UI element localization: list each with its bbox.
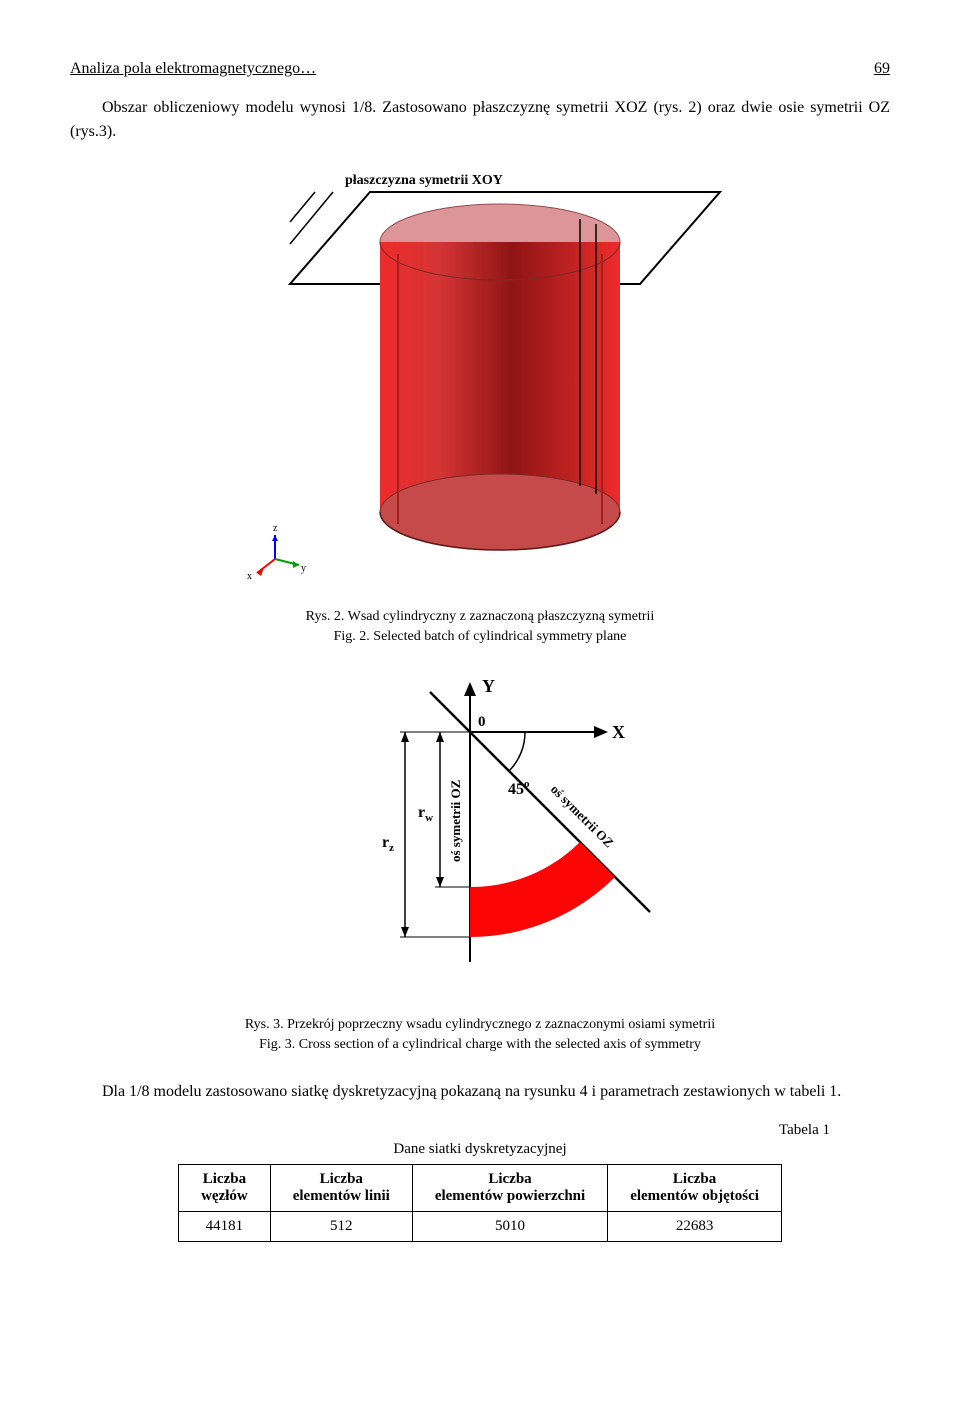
svg-text:z: z [273, 523, 278, 534]
col-3: Liczbaelementów objętości [608, 1165, 782, 1212]
paragraph-mesh: Dla 1/8 modelu zastosowano siatkę dyskre… [70, 1080, 890, 1104]
cell-0-1: 512 [270, 1212, 412, 1242]
col-1: Liczbaelementów linii [270, 1165, 412, 1212]
fig2-caption-pl: Rys. 2. Wsad cylindryczny z zaznaczoną p… [306, 609, 655, 624]
svg-text:oś symetrii OZ: oś symetrii OZ [448, 780, 463, 863]
fig2-caption-en: Fig. 2. Selected batch of cylindrical sy… [334, 629, 627, 644]
running-title: Analiza pola elektromagnetycznego… [70, 60, 316, 78]
figure-2: płaszczyzna symetrii XOY [70, 164, 890, 599]
svg-text:45o: 45o [508, 778, 530, 798]
cell-0-0: 44181 [179, 1212, 271, 1242]
figure-3-svg: Y X 0 45o rw rz oś symetrii OZ oś symetr… [300, 672, 660, 1002]
figure-3: Y X 0 45o rw rz oś symetrii OZ oś symetr… [70, 672, 890, 1007]
cross-section-arc [470, 842, 615, 937]
figure-3-caption: Rys. 3. Przekrój poprzeczny wsadu cylind… [70, 1015, 890, 1054]
col-0: Liczbawęzłów [179, 1165, 271, 1212]
svg-text:rz: rz [382, 834, 394, 854]
paragraph-intro: Obszar obliczeniowy modelu wynosi 1/8. Z… [70, 96, 890, 144]
cell-0-3: 22683 [608, 1212, 782, 1242]
axes-triad: z y x [247, 523, 306, 582]
figure-2-caption: Rys. 2. Wsad cylindryczny z zaznaczoną p… [70, 607, 890, 646]
cylinder-body [380, 242, 620, 512]
page-number: 69 [874, 60, 890, 78]
svg-text:rw: rw [418, 804, 433, 824]
table-1: Liczbawęzłów Liczbaelementów linii Liczb… [178, 1164, 782, 1242]
plane-label-text: płaszczyzna symetrii XOY [345, 173, 503, 188]
svg-text:Y: Y [482, 676, 495, 696]
table-1-label: Tabela 1 [70, 1122, 830, 1139]
svg-text:x: x [247, 571, 252, 582]
svg-text:X: X [612, 722, 625, 742]
col-2: Liczbaelementów powierzchni [412, 1165, 607, 1212]
table-row: 44181 512 5010 22683 [179, 1212, 782, 1242]
fig3-caption-pl: Rys. 3. Przekrój poprzeczny wsadu cylind… [245, 1017, 715, 1032]
table-header-row: Liczbawęzłów Liczbaelementów linii Liczb… [179, 1165, 782, 1212]
figure-2-svg: płaszczyzna symetrii XOY [220, 164, 740, 594]
cell-0-2: 5010 [412, 1212, 607, 1242]
running-header: Analiza pola elektromagnetycznego… 69 [70, 60, 890, 78]
svg-text:y: y [301, 563, 306, 574]
svg-text:oś symetrii OZ: oś symetrii OZ [548, 782, 617, 851]
svg-text:0: 0 [478, 714, 486, 730]
table-1-title: Dane siatki dyskretyzacyjnej [70, 1141, 890, 1158]
fig3-caption-en: Fig. 3. Cross section of a cylindrical c… [259, 1037, 701, 1052]
